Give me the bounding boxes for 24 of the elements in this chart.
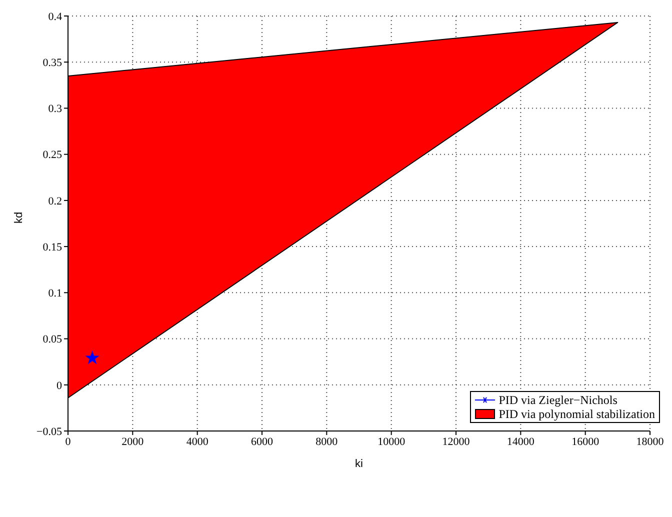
y-tick-label: 0.1 <box>48 288 62 300</box>
y-tick-label: 0.15 <box>42 241 62 254</box>
x-tick-label: 14000 <box>506 436 535 448</box>
y-axis-title: kd <box>12 212 25 224</box>
legend-label: PID via Ziegler−Nichols <box>498 393 618 407</box>
y-tick-label: 0.2 <box>48 195 62 208</box>
x-tick-label: 6000 <box>251 436 274 448</box>
x-tick-label: 2000 <box>122 436 144 448</box>
y-tick-label: 0 <box>56 380 62 392</box>
x-tick-label: 12000 <box>442 436 470 448</box>
x-tick-label: 0 <box>65 436 72 448</box>
y-tick-label: 0.4 <box>48 10 62 23</box>
x-tick-label: 18000 <box>636 436 664 448</box>
x-tick-label: 10000 <box>378 436 406 448</box>
x-tick-label: 16000 <box>572 436 600 448</box>
y-tick-label: 0.05 <box>42 334 62 346</box>
x-tick-label: 4000 <box>186 436 209 448</box>
x-axis-title: ki <box>355 458 363 470</box>
y-tick-label: 0.3 <box>48 103 62 116</box>
y-tick-label: 0.25 <box>42 149 62 162</box>
y-tick-label: −0.05 <box>36 426 62 438</box>
legend-label: PID via polynomial stabilization <box>498 407 655 421</box>
y-tick-label: 0.35 <box>42 57 62 70</box>
x-tick-label: 8000 <box>316 436 338 448</box>
